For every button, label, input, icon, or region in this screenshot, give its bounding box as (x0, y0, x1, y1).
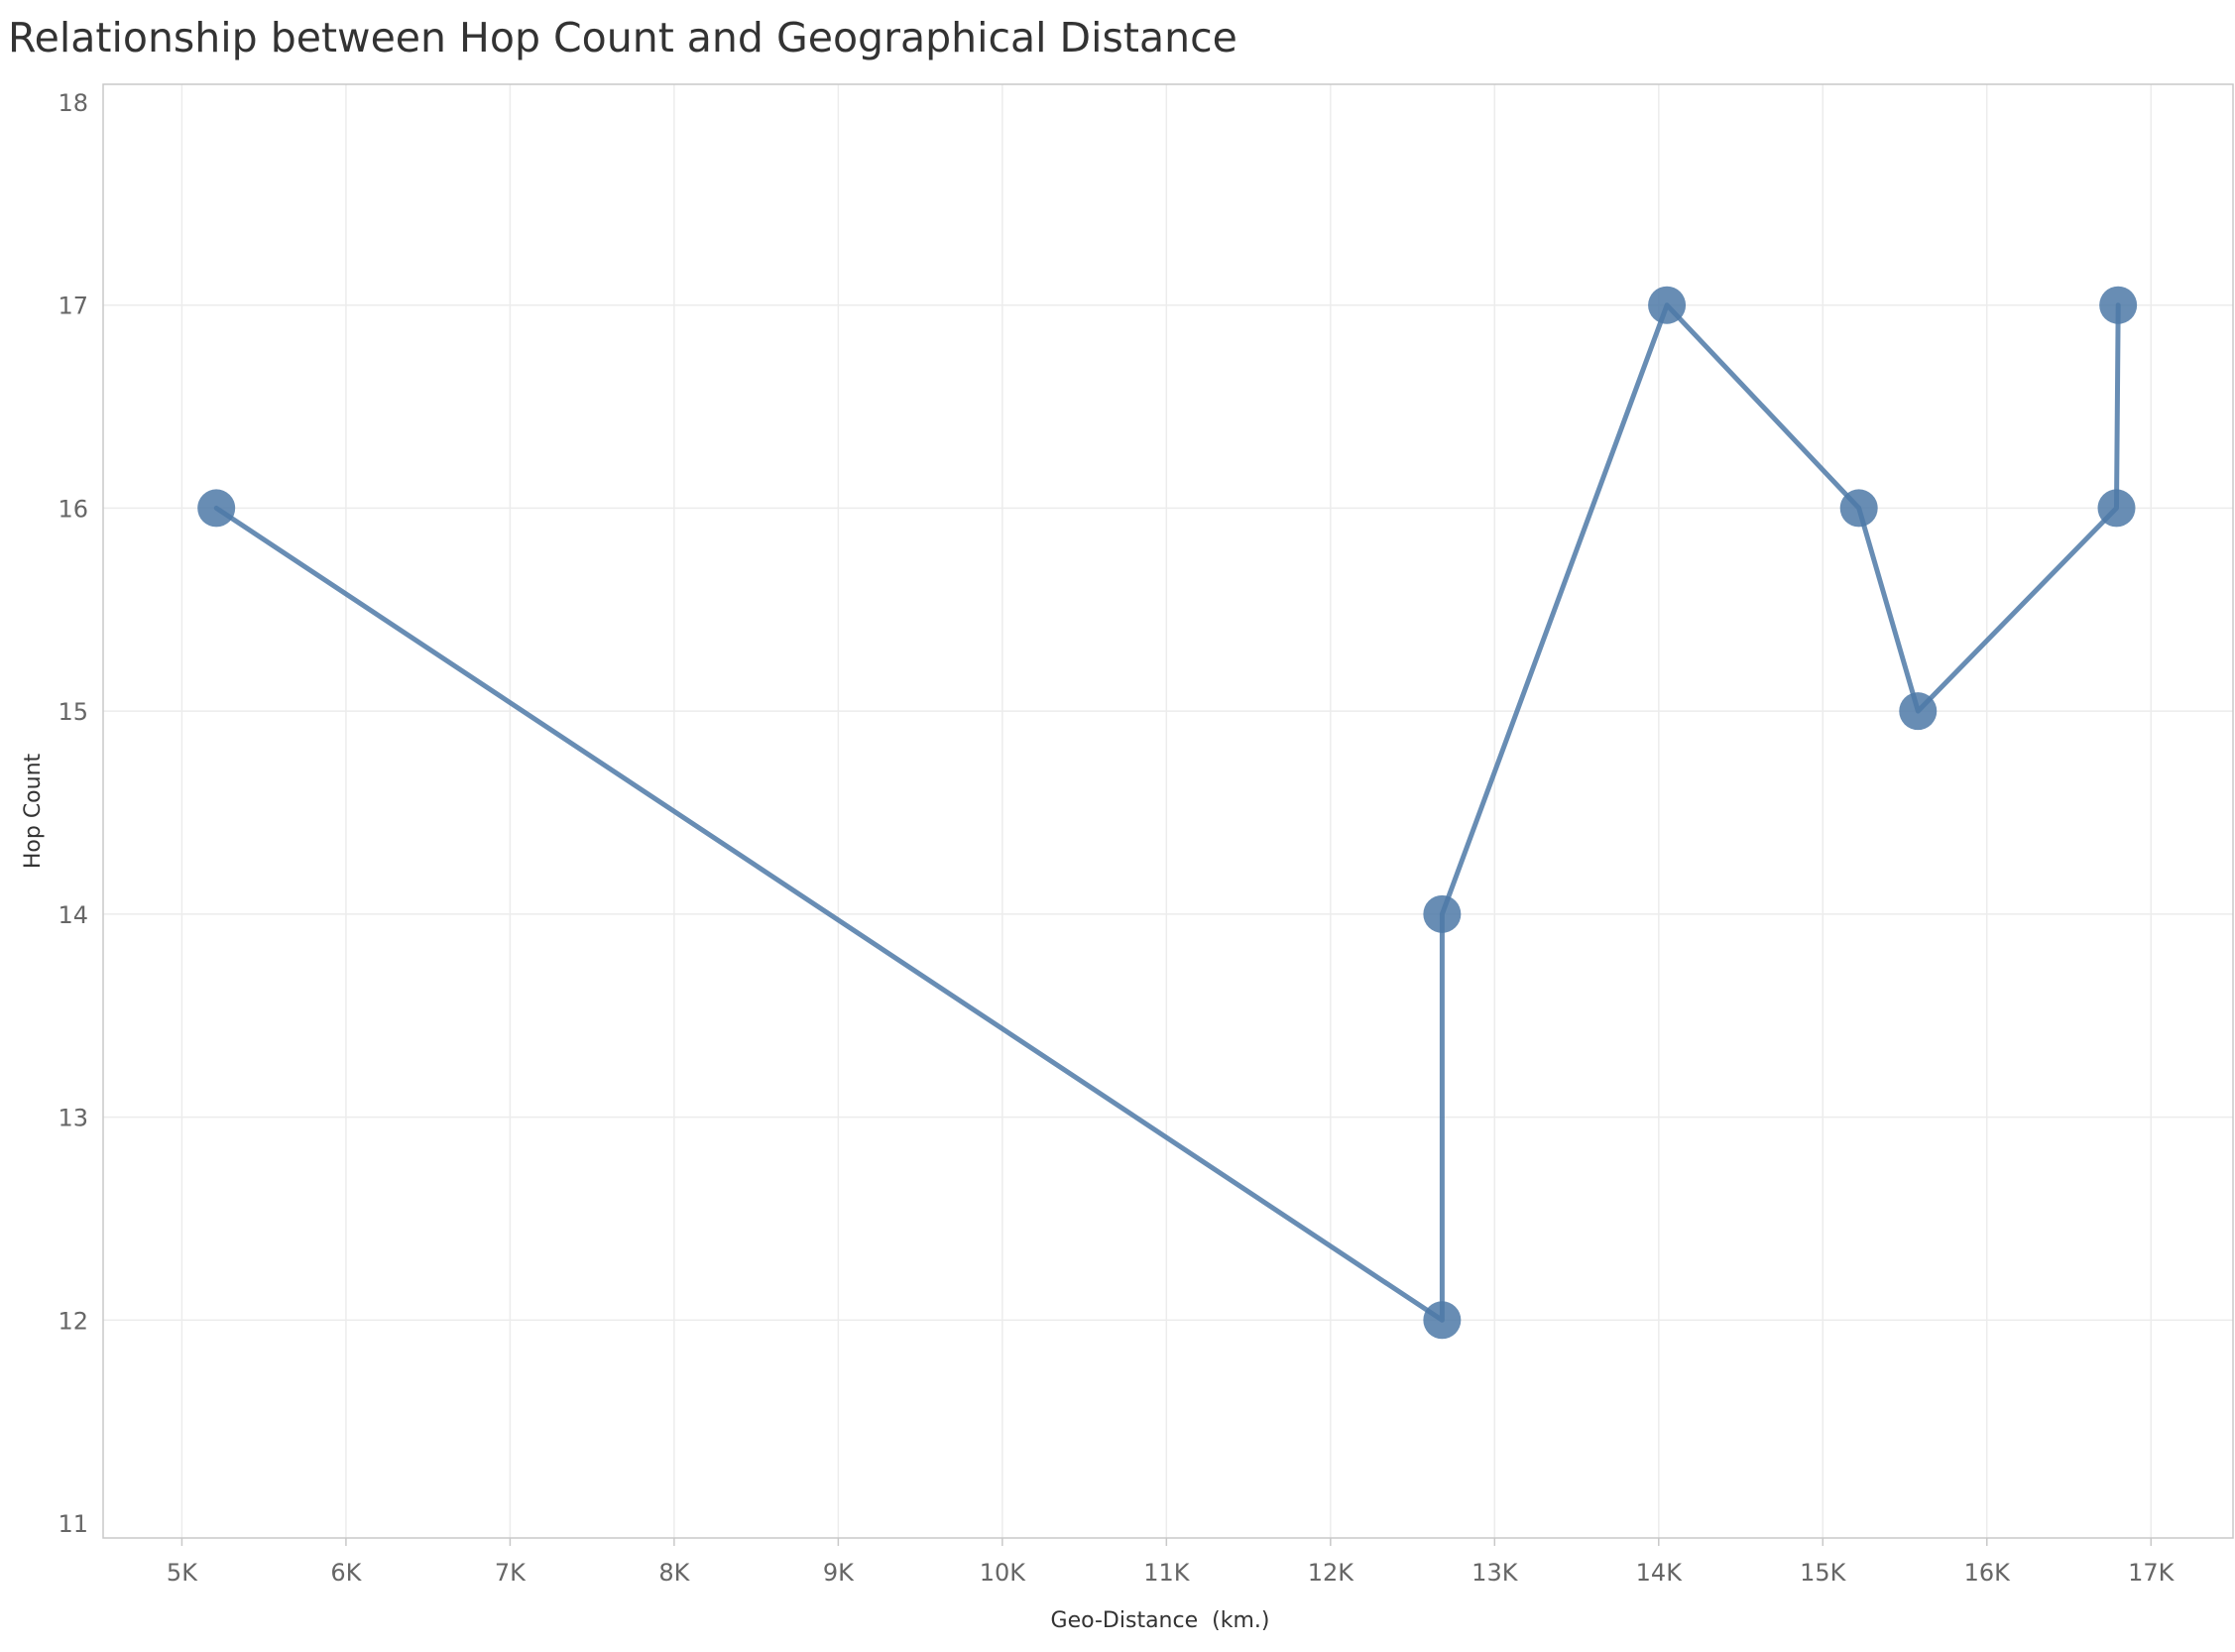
y-tick-label: 14 (58, 901, 88, 929)
y-tick-label: 16 (58, 495, 88, 523)
y-tick-label: 17 (58, 293, 88, 320)
y-tick-label: 15 (58, 698, 88, 726)
x-tick-label: 8K (658, 1559, 690, 1587)
x-tick-label: 15K (1800, 1559, 1847, 1587)
x-tick-label: 7K (495, 1559, 527, 1587)
data-point (1899, 692, 1938, 731)
y-tick-label: 12 (58, 1307, 88, 1335)
x-tick-label: 5K (167, 1559, 198, 1587)
x-tick-label: 6K (330, 1559, 362, 1587)
x-tick-label: 9K (823, 1559, 855, 1587)
y-tick-label: 11 (58, 1510, 88, 1538)
data-point (1839, 489, 1878, 528)
x-tick-label: 17K (2128, 1559, 2176, 1587)
series-hop-count (197, 286, 2138, 1340)
x-axis-title: Geo-Distance (km.) (1051, 1608, 1270, 1633)
data-point (1648, 286, 1687, 324)
y-axis-title: Hop Count (21, 753, 46, 869)
x-tick-label: 11K (1143, 1559, 1191, 1587)
x-tick-label: 10K (980, 1559, 1027, 1587)
y-tick-label: 18 (58, 89, 88, 117)
chart-title: Relationship between Hop Count and Geogr… (8, 14, 1237, 61)
x-tick-label: 12K (1308, 1559, 1355, 1587)
y-axis: 11 12 13 14 15 16 17 18 (58, 89, 88, 1538)
gridlines (103, 84, 2233, 1538)
y-tick-label: 13 (58, 1105, 88, 1132)
data-point (1423, 894, 1462, 933)
data-point (197, 489, 236, 528)
data-point (2097, 489, 2136, 528)
x-tick-label: 16K (1964, 1559, 2012, 1587)
x-tick-label: 14K (1636, 1559, 1684, 1587)
x-axis: 5K 6K 7K 8K 9K 10K 11K 12K 13K 14K 15K 16K 17K (167, 1538, 2176, 1587)
plot-frame (102, 83, 2234, 1539)
data-point (1423, 1301, 1462, 1340)
x-tick-label: 13K (1471, 1559, 1519, 1587)
series-line (213, 302, 2121, 1323)
data-point (2099, 286, 2138, 324)
